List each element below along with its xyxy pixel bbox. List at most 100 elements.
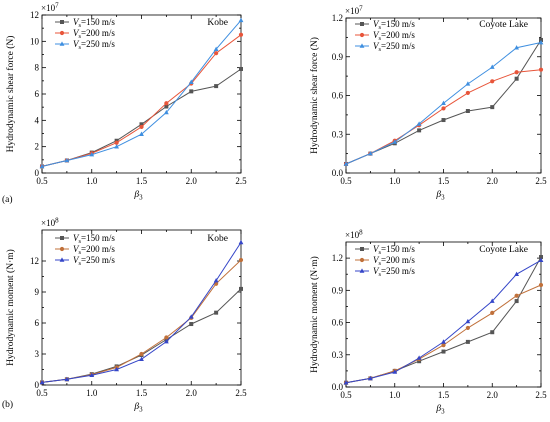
legend-entry: Vs=250 m/s <box>355 266 415 278</box>
data-point <box>441 118 446 123</box>
x-tick-label: 0.5 <box>340 390 352 400</box>
legend-swatch-marker <box>59 246 65 252</box>
y-tick-label: 0.3 <box>332 129 344 139</box>
data-point <box>214 310 219 315</box>
data-point <box>441 106 446 111</box>
site-title: Coyote Lake <box>479 245 528 255</box>
data-point <box>465 90 470 96</box>
data-point <box>164 101 169 106</box>
x-tick-label: 1.5 <box>438 390 450 400</box>
y-tick-label: 4 <box>35 115 40 125</box>
x-tick-label: 1.0 <box>389 390 401 400</box>
x-tick-label: 2.0 <box>186 388 198 398</box>
legend-label: Vs=150 m/s <box>373 244 415 256</box>
legend-swatch-marker <box>59 41 65 46</box>
legend-swatch-marker <box>359 257 365 263</box>
series-2 <box>343 282 544 385</box>
data-point <box>89 151 95 157</box>
data-point <box>367 375 373 381</box>
data-point <box>514 271 520 277</box>
data-point <box>163 339 169 344</box>
y-tick-label: 6 <box>35 318 40 328</box>
data-point <box>539 255 543 260</box>
data-point <box>465 318 471 324</box>
plot-frame <box>41 229 242 386</box>
legend-label: Vs=200 m/s <box>73 244 115 256</box>
series-3 <box>343 257 544 385</box>
data-point <box>490 330 495 335</box>
data-point <box>392 139 398 144</box>
data-point <box>238 239 244 245</box>
x-tick-label: 1.5 <box>438 176 450 186</box>
y-tick-label: 12 <box>30 256 39 266</box>
y-tick-label: 0 <box>35 380 40 390</box>
series-2 <box>39 257 244 385</box>
data-point <box>114 366 120 372</box>
legend-label: Vs=250 m/s <box>373 266 415 278</box>
legend-label: Vs=250 m/s <box>73 255 115 267</box>
exponent-label: ×108 <box>41 217 59 229</box>
y-tick-label: 0.0 <box>332 382 344 392</box>
data-point <box>489 64 495 69</box>
data-point <box>392 369 398 374</box>
data-point <box>164 335 169 340</box>
data-point <box>441 100 446 106</box>
series-line <box>41 19 242 167</box>
panel-a: 0.5 1.0 1.5 2.0 2.5 0 2 4 6 8 10 12×107 Hydrodynamic… <box>2 2 247 206</box>
data-point <box>514 70 519 75</box>
data-point <box>189 322 194 327</box>
data-point <box>417 359 422 364</box>
y-tick-label: 9 <box>35 287 40 297</box>
legend-label: Vs=200 m/s <box>373 30 415 42</box>
series-line <box>41 68 242 167</box>
data-point <box>238 17 244 23</box>
x-tick-label: 0.5 <box>36 176 48 186</box>
data-point <box>465 325 470 331</box>
data-point <box>343 380 349 385</box>
exponent-label: ×108 <box>345 229 363 241</box>
x-tick-label: 2.0 <box>186 176 198 186</box>
data-point <box>490 310 495 315</box>
data-point <box>64 157 70 163</box>
series-line <box>345 284 542 384</box>
legend-entry: Vs=250 m/s <box>355 41 415 53</box>
x-axis-label: β3 <box>133 402 143 414</box>
data-point <box>139 122 144 127</box>
x-axis-label: β3 <box>133 190 143 202</box>
y-tick-label: 10 <box>30 36 40 46</box>
y-tick-label: 8 <box>35 63 40 73</box>
panel-b: 0.5 1.0 1.5 2.0 2.5 0.0 0.3 0.6 0.9 1.2×107 Hydrod… <box>309 5 547 202</box>
data-point <box>441 349 446 354</box>
data-point <box>538 67 544 72</box>
legend-label: Vs=200 m/s <box>73 28 115 40</box>
legend-swatch-marker <box>360 247 364 251</box>
series-1 <box>40 66 243 169</box>
data-point <box>114 144 120 149</box>
data-point <box>514 76 519 81</box>
x-tick-label: 0.5 <box>36 388 48 398</box>
legend-entry: Vs=150 m/s <box>55 233 115 245</box>
x-axis-label: β3 <box>435 190 445 202</box>
x-tick-label: 0.5 <box>340 176 352 186</box>
y-tick-label: 0.3 <box>332 350 344 360</box>
legend-entry: Vs=250 m/s <box>55 255 115 267</box>
data-point <box>538 39 544 45</box>
x-tick-label: 2.0 <box>487 176 499 186</box>
data-point <box>417 128 422 133</box>
data-point <box>213 46 219 52</box>
y-tick-label: 2 <box>35 142 40 152</box>
x-tick-label: 1.0 <box>86 388 98 398</box>
data-point <box>139 124 144 130</box>
x-tick-label: 1.5 <box>136 176 148 186</box>
site-title: Kobe <box>207 18 228 28</box>
x-tick-label: 1.5 <box>136 388 148 398</box>
legend-entry: Vs=200 m/s <box>355 255 415 267</box>
data-point <box>238 257 244 263</box>
data-point <box>441 339 446 344</box>
site-title: Coyote Lake <box>479 20 528 30</box>
legend-swatch-marker <box>359 32 365 38</box>
panel-label: (a) <box>2 194 13 205</box>
legend-label: Vs=200 m/s <box>373 255 415 267</box>
y-tick-label: 1.2 <box>332 253 343 263</box>
